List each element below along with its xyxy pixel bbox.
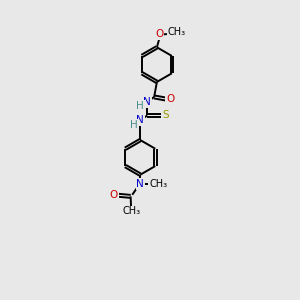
Text: O: O xyxy=(110,190,118,200)
Text: CH₃: CH₃ xyxy=(167,27,186,37)
Text: N: N xyxy=(136,116,144,125)
Text: O: O xyxy=(155,29,164,39)
Text: CH₃: CH₃ xyxy=(149,179,167,189)
Text: H: H xyxy=(130,120,137,130)
Text: N: N xyxy=(143,97,151,107)
Text: CH₃: CH₃ xyxy=(122,206,140,216)
Text: S: S xyxy=(162,110,169,120)
Text: N: N xyxy=(136,179,144,189)
Text: H: H xyxy=(136,101,144,111)
Text: O: O xyxy=(166,94,174,104)
